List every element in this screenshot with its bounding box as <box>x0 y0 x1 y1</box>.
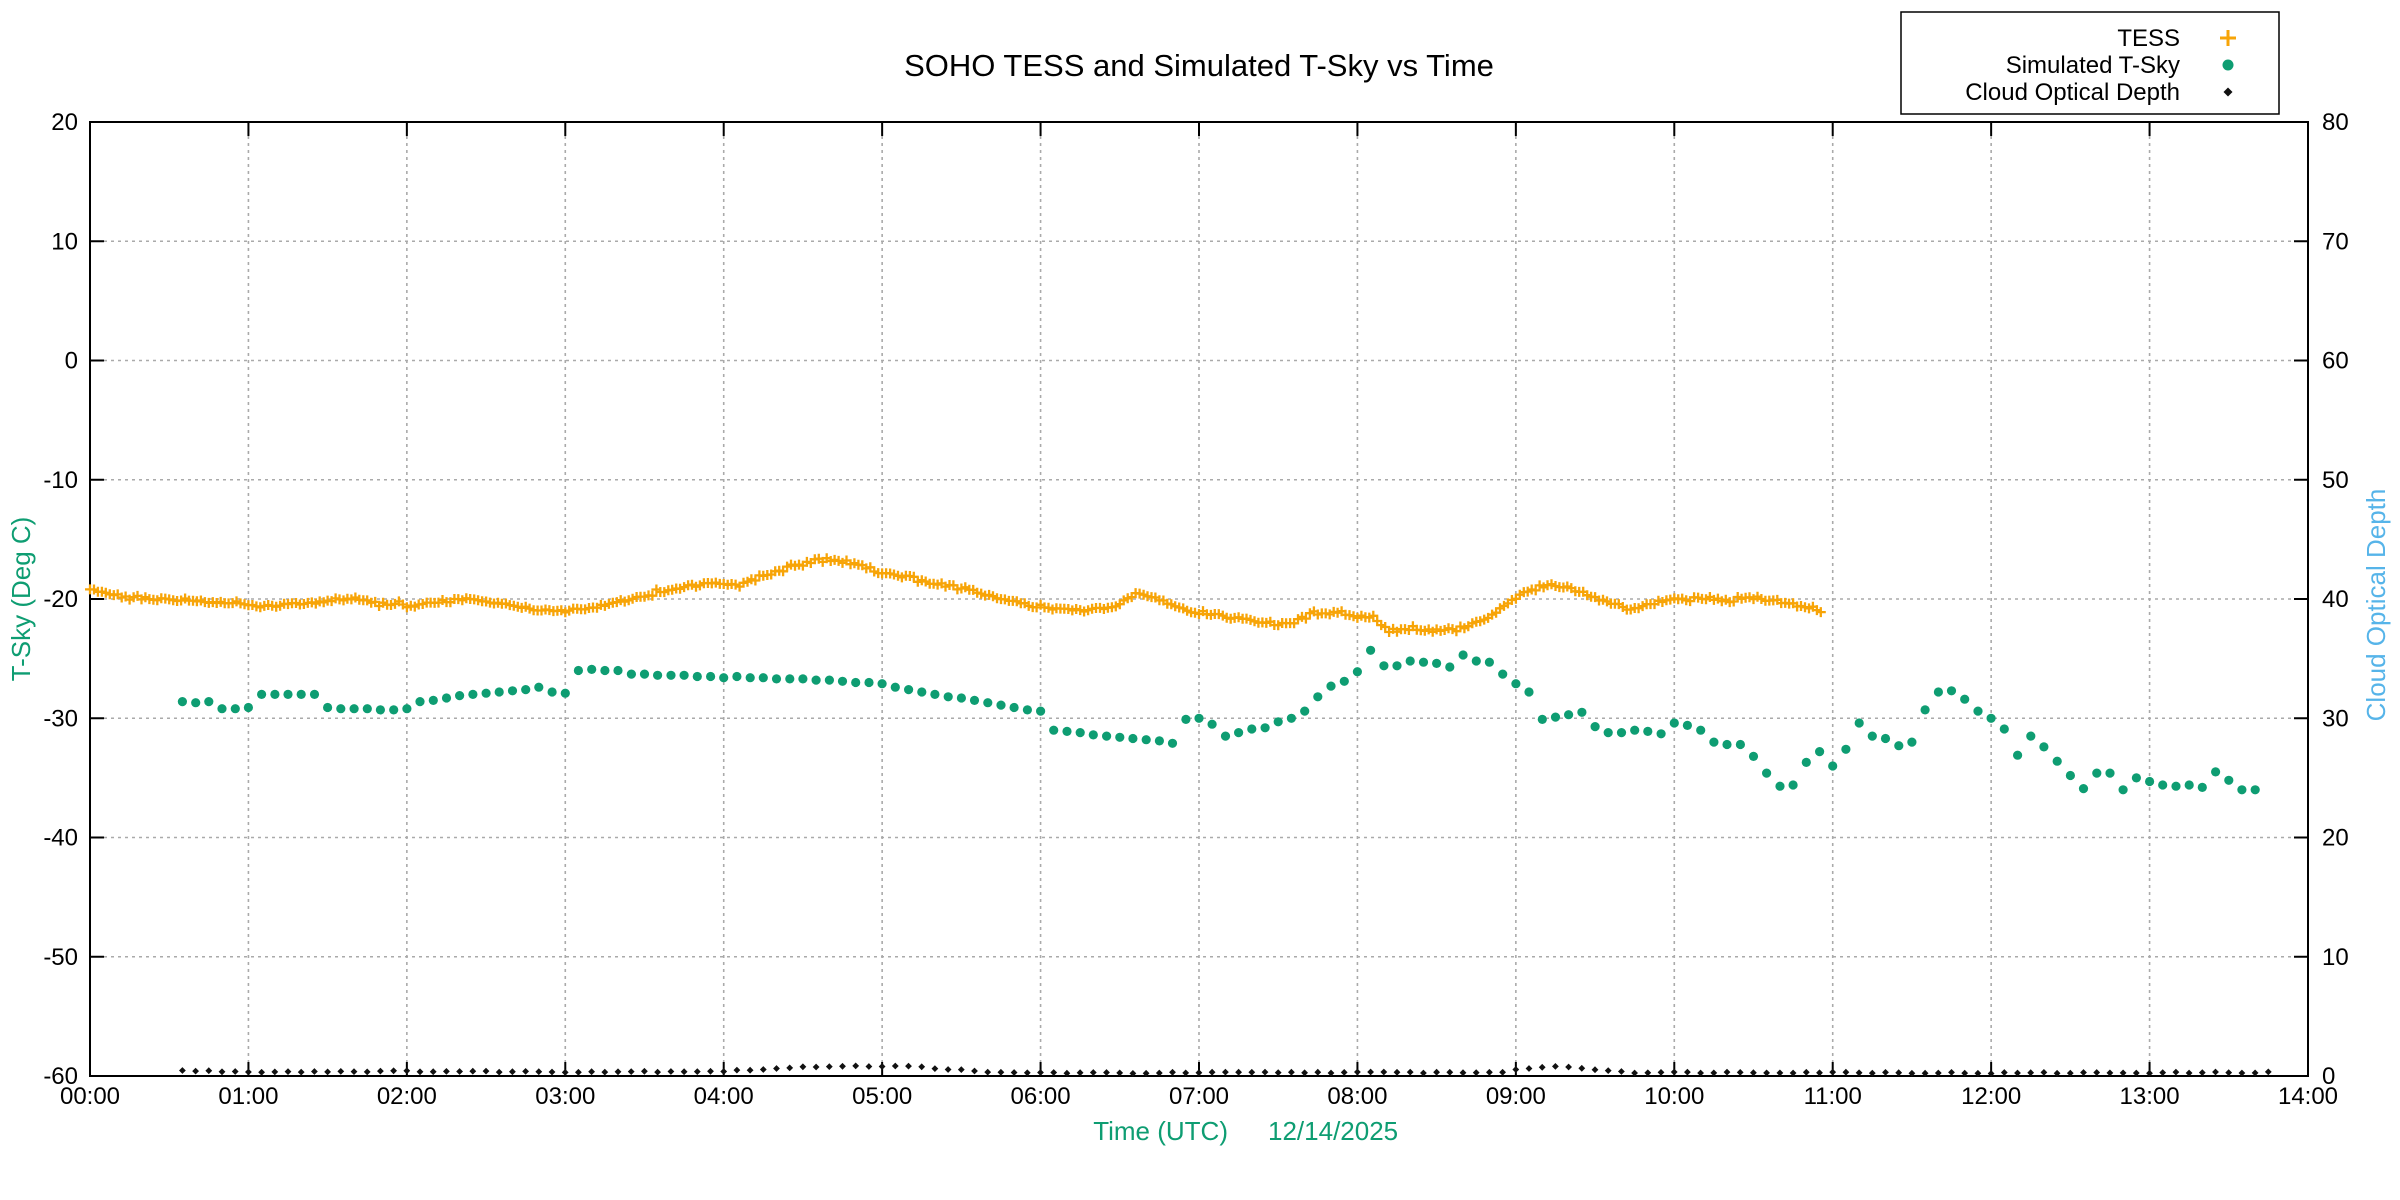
x-tick-label: 07:00 <box>1169 1083 1229 1110</box>
x-tick-label: 13:00 <box>2120 1083 2180 1110</box>
x-tick-label: 02:00 <box>377 1083 437 1110</box>
cloud-optical-depth-points <box>179 1062 2272 1077</box>
y-right-tick-label: 40 <box>2322 586 2349 613</box>
date-annotation: 12/14/2025 <box>1268 1116 1398 1146</box>
tess-points <box>85 553 1826 637</box>
legend-label: Cloud Optical Depth <box>1965 79 2180 106</box>
y-right-tick-label: 0 <box>2322 1063 2335 1090</box>
x-tick-label: 03:00 <box>535 1083 595 1110</box>
x-axis-label: Time (UTC) <box>1093 1116 1228 1146</box>
x-tick-label: 11:00 <box>1804 1083 1862 1110</box>
x-tick-label: 08:00 <box>1327 1083 1387 1110</box>
left-y-axis-label: T-Sky (Deg C) <box>6 517 36 682</box>
y-right-tick-label: 20 <box>2322 825 2349 852</box>
y-left-tick-label: -30 <box>43 705 78 732</box>
x-tick-label: 01:00 <box>218 1083 278 1110</box>
x-tick-label: 00:00 <box>60 1083 120 1110</box>
chart-title: SOHO TESS and Simulated T-Sky vs Time <box>904 48 1494 83</box>
y-left-tick-label: 10 <box>51 228 78 255</box>
y-left-tick-label: -60 <box>43 1063 78 1090</box>
y-right-tick-label: 50 <box>2322 467 2349 494</box>
y-left-tick-label: 20 <box>51 109 78 136</box>
legend-box <box>1900 11 2280 115</box>
y-right-tick-label: 10 <box>2322 944 2349 971</box>
tick-labels: 00:00 01:00 02:00 03:00 04:00 05:00 06:00 07:00… <box>43 109 2348 1110</box>
legend-marker-diamond-icon <box>2223 87 2233 97</box>
y-right-tick-label: 30 <box>2322 705 2349 732</box>
y-left-tick-label: -10 <box>43 467 78 494</box>
y-right-tick-label: 80 <box>2322 109 2349 136</box>
data-series <box>85 553 2272 1077</box>
right-y-axis-label: Cloud Optical Depth <box>2361 489 2391 722</box>
x-tick-label: 10:00 <box>1644 1083 1704 1110</box>
y-left-tick-label: -50 <box>43 944 78 971</box>
legend-label: Simulated T-Sky <box>2006 52 2180 79</box>
legend-marker-dot-icon <box>2222 59 2234 71</box>
x-tick-label: 14:00 <box>2278 1083 2338 1110</box>
x-tick-label: 12:00 <box>1961 1083 2021 1110</box>
y-left-tick-label: 0 <box>65 348 78 375</box>
y-left-tick-label: -20 <box>43 586 78 613</box>
y-right-tick-label: 70 <box>2322 228 2349 255</box>
y-right-tick-label: 60 <box>2322 348 2349 375</box>
x-tick-label: 06:00 <box>1011 1083 1071 1110</box>
simulated-tsky-points <box>177 645 2260 795</box>
x-tick-label: 09:00 <box>1486 1083 1546 1110</box>
legend-marker-plus-icon <box>2220 30 2236 46</box>
legend-label: TESS <box>2117 25 2180 52</box>
x-tick-label: 04:00 <box>694 1083 754 1110</box>
y-left-tick-label: -40 <box>43 825 78 852</box>
x-tick-label: 05:00 <box>852 1083 912 1110</box>
